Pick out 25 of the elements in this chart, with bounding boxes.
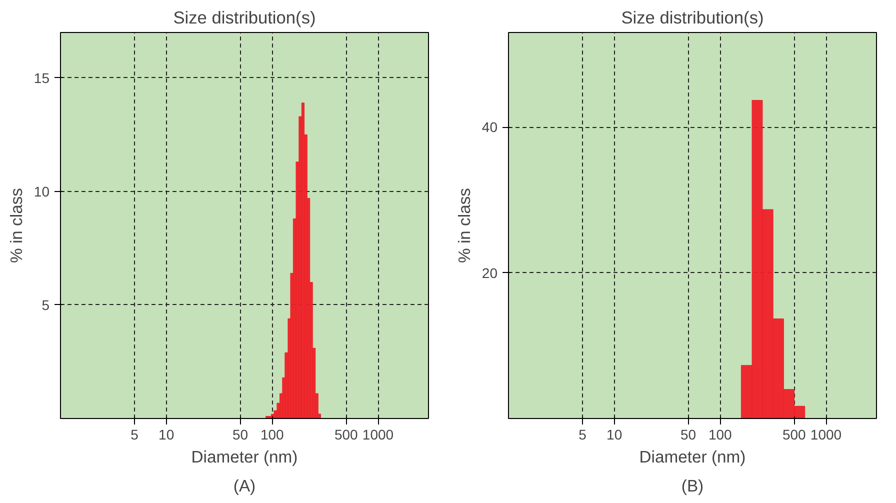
y-tick-label: 40 [482, 119, 498, 136]
x-tick-label: 100 [708, 426, 732, 442]
chart-title: Size distribution(s) [173, 8, 316, 28]
text: (A) [233, 476, 256, 496]
y-tick-label: 20 [482, 264, 498, 281]
x-axis-title: Diameter (nm) [191, 448, 298, 466]
x-tick-label: 100 [260, 426, 284, 442]
x-tick-label: 50 [680, 426, 696, 442]
x-tick-label: 10 [606, 426, 622, 442]
x-tick-label: 1000 [810, 426, 842, 442]
x-tick-label: 5 [578, 426, 587, 442]
x-tick-label: 1000 [362, 426, 394, 442]
x-tick-label: 500 [334, 426, 358, 442]
text: (B) [681, 476, 704, 496]
y-tick-label: 10 [34, 183, 50, 200]
y-axis-title: % in class [454, 188, 474, 263]
y-tick-label: 5 [42, 296, 50, 313]
x-tick-label: 500 [782, 426, 806, 442]
chart-title: Size distribution(s) [621, 8, 764, 28]
x-tick-label: 5 [130, 426, 139, 442]
x-tick-label: 50 [232, 426, 248, 442]
x-axis-title: Diameter (nm) [639, 448, 746, 466]
y-tick-label: 15 [34, 70, 50, 86]
x-tick-label: 10 [158, 426, 174, 442]
y-axis-title: % in class [6, 188, 26, 263]
